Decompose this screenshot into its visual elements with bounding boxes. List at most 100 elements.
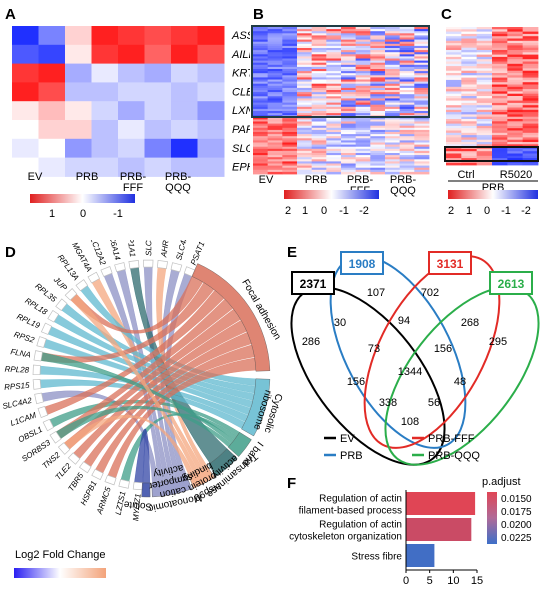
- venn-region-count: 73: [368, 343, 380, 355]
- heatmap-cell: [492, 135, 508, 138]
- group-label: EV: [259, 174, 274, 186]
- heatmap-cell: [399, 138, 415, 141]
- heatmap-cell: [118, 82, 145, 102]
- legend-tick: 1: [466, 205, 472, 217]
- heatmap-cell: [370, 48, 386, 51]
- heatmap-cell: [297, 54, 313, 57]
- heatmap-cell: [267, 104, 283, 108]
- heatmap-cell: [282, 64, 298, 68]
- heatmap-cell: [492, 119, 508, 122]
- heatmap-cell: [492, 86, 508, 90]
- heatmap-cell: [414, 58, 430, 61]
- heatmap-cell: [267, 87, 283, 91]
- heatmap-cell: [492, 109, 508, 113]
- heatmap-cell: [341, 100, 357, 103]
- heatmap-cell: [341, 75, 357, 78]
- heatmap-cell: [399, 157, 415, 160]
- heatmap-cell: [461, 61, 478, 65]
- heatmap-cell: [370, 81, 386, 85]
- gene-segment: [57, 442, 71, 455]
- venn-set-total: 3131: [437, 257, 464, 271]
- heatmap-cell: [297, 43, 313, 47]
- heatmap-cell: [297, 153, 313, 156]
- heatmap-cell: [446, 91, 462, 95]
- heatmap-cell: [38, 157, 66, 177]
- heatmap-cell: [476, 105, 493, 108]
- heatmap-cell: [476, 132, 493, 136]
- heatmap-cell: [476, 91, 493, 95]
- heatmap-cell: [38, 63, 66, 83]
- heatmap-cell: [492, 50, 508, 53]
- heatmap-cell: [476, 137, 493, 141]
- heatmap-cell: [370, 43, 386, 47]
- heatmap-cell: [253, 37, 269, 40]
- heatmap-cell: [414, 69, 430, 72]
- heatmap-cell: [385, 150, 401, 154]
- heatmap-cell: [399, 75, 415, 78]
- heatmap-cell: [385, 163, 401, 166]
- heatmap-cell: [326, 119, 342, 122]
- heatmap-cell: [355, 144, 371, 148]
- heatmap-cell: [385, 140, 401, 143]
- heatmap-cell: [461, 73, 478, 76]
- heatmap-cell: [326, 129, 342, 133]
- heatmap-cell: [507, 123, 524, 127]
- heatmap-cell: [522, 109, 539, 113]
- heatmap-cell: [282, 43, 298, 47]
- heatmap-cell: [267, 45, 283, 49]
- heatmap-cell: [267, 66, 283, 70]
- heatmap-cell: [476, 119, 493, 122]
- heatmap-cell: [267, 31, 283, 34]
- heatmap-cell: [267, 37, 283, 40]
- gene-label: EPHA3: [232, 162, 250, 174]
- heatmap-cell: [492, 116, 508, 120]
- heatmap-cell: [267, 41, 283, 45]
- heatmap-cell: [355, 163, 371, 166]
- heatmap-cell: [522, 31, 539, 35]
- heatmap-cell: [355, 27, 371, 30]
- heatmap-cell: [282, 50, 298, 53]
- heatmap-cell: [399, 102, 415, 106]
- heatmap-cell: [399, 64, 415, 68]
- heatmap-cell: [341, 71, 357, 74]
- heatmap-cell: [118, 63, 145, 83]
- heatmap-cell: [370, 163, 386, 166]
- heatmap-cell: [461, 162, 478, 166]
- term-arc: [188, 465, 215, 489]
- heatmap-cell: [370, 150, 386, 154]
- gene-label: AHR: [159, 240, 170, 259]
- heatmap-cell: [341, 92, 357, 95]
- heatmap-cell: [267, 35, 283, 38]
- heatmap-cell: [399, 85, 415, 89]
- heatmap-cell: [267, 113, 283, 116]
- heatmap-cell: [399, 171, 415, 175]
- heatmap-cell: [355, 83, 371, 87]
- heatmap-cell: [492, 61, 508, 65]
- heatmap-cell: [399, 148, 415, 152]
- heatmap-cell: [297, 159, 313, 162]
- heatmap-cell: [326, 167, 342, 171]
- heatmap-cell: [446, 116, 462, 120]
- heatmap-cell: [355, 125, 371, 129]
- heatmap-cell: [355, 71, 371, 74]
- heatmap-cell: [253, 113, 269, 116]
- gene-segment: [104, 474, 117, 486]
- heatmap-cell: [492, 137, 508, 141]
- heatmap-cell: [341, 140, 357, 143]
- heatmap-cell: [385, 159, 401, 162]
- heatmap-cell: [341, 138, 357, 141]
- heatmap-cell: [12, 26, 39, 46]
- heatmap-cell: [297, 31, 313, 34]
- heatmap-cell: [65, 26, 92, 46]
- heatmap-cell: [522, 73, 539, 76]
- heatmap-cell: [476, 59, 493, 62]
- heatmap-cell: [385, 165, 401, 169]
- heatmap-cell: [507, 54, 524, 58]
- heatmap-cell: [414, 132, 430, 135]
- heatmap-cell: [507, 73, 524, 76]
- heatmap-cell: [118, 120, 145, 140]
- heatmap-cell: [253, 111, 269, 114]
- heatmap-cell: [370, 41, 386, 45]
- heatmap-cell: [492, 107, 508, 111]
- heatmap-cell: [399, 165, 415, 169]
